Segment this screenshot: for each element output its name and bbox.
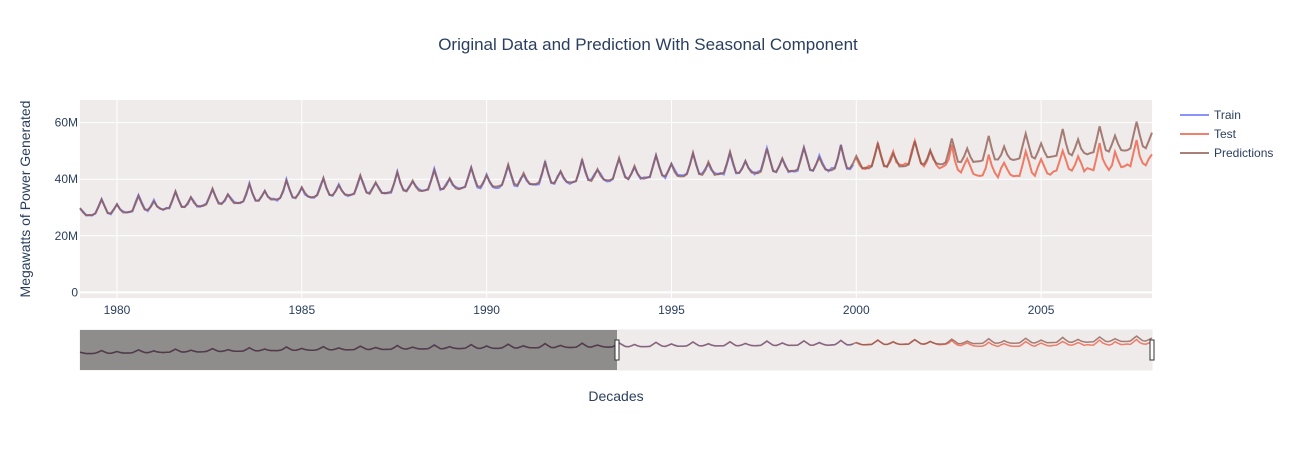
series-line-predictions xyxy=(79,121,1153,217)
x-tick-label: 1985 xyxy=(288,303,315,317)
x-tick-label: 2005 xyxy=(1028,303,1055,317)
x-tick-label: 1995 xyxy=(658,303,685,317)
x-tick-label: 2000 xyxy=(843,303,870,317)
x-axis-ticks: 1980 1985 1990 1995 2000 2005 xyxy=(104,303,1055,317)
x-tick-label: 1990 xyxy=(473,303,500,317)
series-line-test xyxy=(855,137,1153,180)
legend: Train Test Predictions xyxy=(1180,108,1273,160)
rangeslider-right-handle[interactable] xyxy=(1149,339,1155,361)
y-tick-label: 20M xyxy=(55,229,78,243)
y-axis-ticks: 0 20M 40M 60M xyxy=(55,116,79,300)
rangeslider-mask xyxy=(80,330,617,370)
series-lines xyxy=(79,121,1153,217)
plot-area xyxy=(80,100,1152,298)
chart-title: Original Data and Prediction With Season… xyxy=(438,35,858,54)
y-axis-label: Megawatts of Power Generated xyxy=(17,101,33,298)
legend-label[interactable]: Test xyxy=(1214,127,1237,141)
y-tick-label: 0 xyxy=(71,285,78,299)
legend-label[interactable]: Train xyxy=(1214,108,1241,122)
x-axis-label: Decades xyxy=(588,388,643,404)
grid-lines xyxy=(80,100,1152,298)
y-tick-label: 40M xyxy=(55,172,78,186)
x-tick-label: 1980 xyxy=(104,303,131,317)
y-tick-label: 60M xyxy=(55,116,78,130)
legend-label[interactable]: Predictions xyxy=(1214,146,1273,160)
rangeslider-left-handle[interactable] xyxy=(614,339,620,361)
